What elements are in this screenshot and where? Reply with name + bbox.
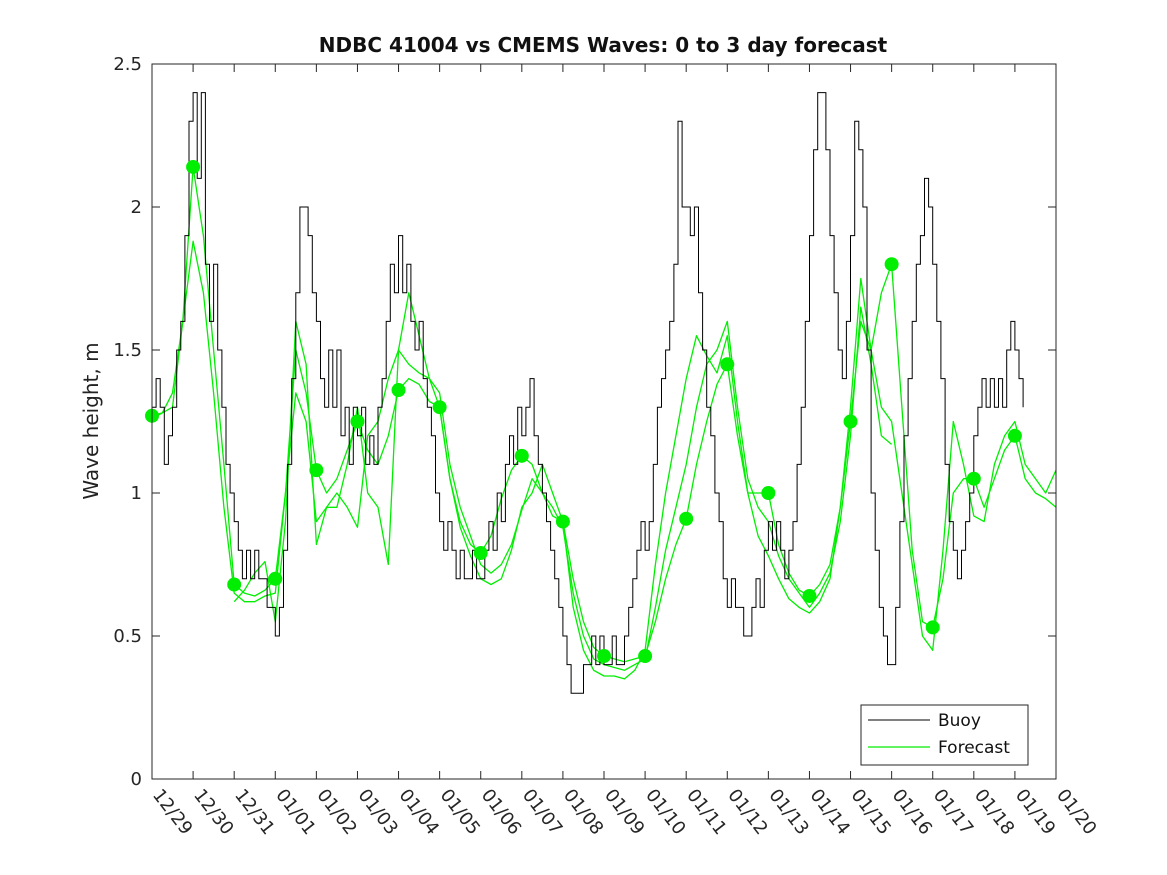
forecast-marker [555, 514, 570, 529]
forecast-marker [843, 414, 858, 429]
forecast-marker [391, 383, 406, 398]
forecast-marker [638, 649, 653, 664]
forecast-markers [145, 159, 1022, 664]
legend-forecast-label: Forecast [938, 738, 1010, 758]
plot-area [152, 64, 1056, 779]
forecast-marker [597, 649, 611, 664]
forecast-marker [432, 400, 447, 415]
forecast-marker [720, 357, 735, 372]
legend-box [860, 704, 1029, 766]
y-tick-label: 1.5 [113, 340, 142, 361]
legend: Buoy Forecast [860, 704, 1029, 766]
forecast-marker [1007, 428, 1022, 443]
y-tick-label: 0 [131, 769, 142, 790]
y-axis-ticks: 0 0.5 1 1.5 2 2.5 [113, 54, 1056, 790]
forecast-marker [679, 511, 694, 526]
forecast-marker [514, 448, 529, 463]
forecast-marker [227, 577, 242, 592]
forecast-marker [802, 588, 817, 603]
forecast-marker [925, 620, 940, 635]
y-axis-label: Wave height, m [79, 342, 103, 499]
forecast-marker [350, 414, 365, 429]
buoy-line [152, 92, 1024, 694]
forecast-marker [884, 257, 899, 272]
y-tick-label: 2.5 [113, 54, 142, 75]
forecast-marker [186, 159, 201, 174]
forecast-marker [966, 471, 981, 486]
forecast-marker [761, 486, 776, 500]
plot-frame [151, 63, 1057, 780]
y-tick-label: 0.5 [113, 626, 142, 647]
legend-buoy-label: Buoy [938, 711, 981, 731]
y-tick-label: 1 [131, 483, 142, 504]
y-tick-label: 2 [131, 197, 142, 218]
chart-title: NDBC 41004 vs CMEMS Waves: 0 to 3 day fo… [319, 33, 888, 57]
forecast-marker [473, 546, 488, 561]
forecast-marker [309, 463, 324, 478]
forecast-marker [268, 571, 283, 586]
